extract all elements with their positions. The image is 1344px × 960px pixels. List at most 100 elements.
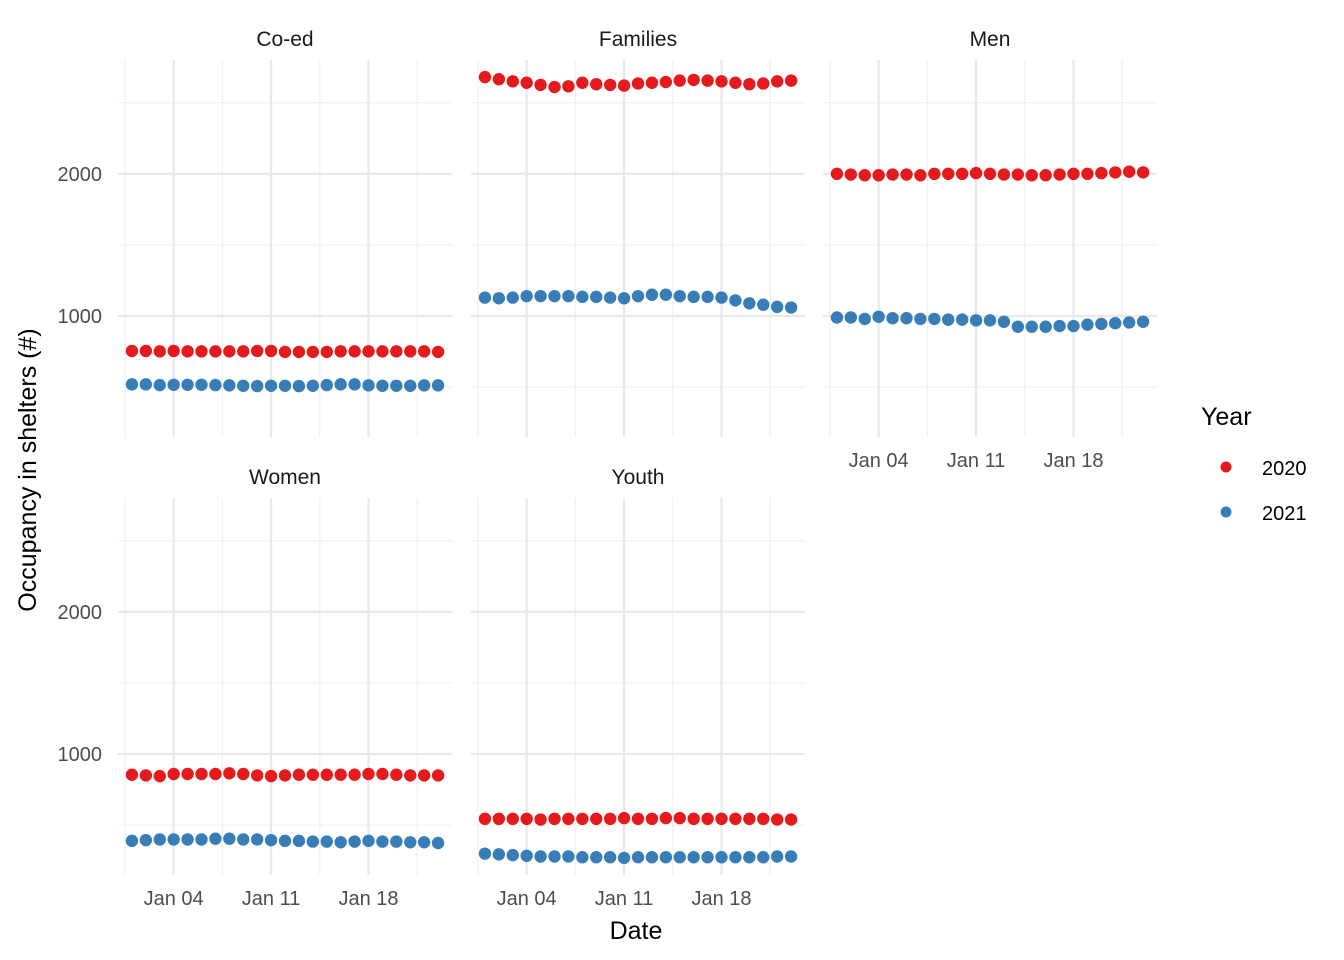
panels-layer: Co-ed 1000 2000 Families Men Jan 04 Jan 11 Jan … <box>58 28 1157 910</box>
data-point <box>743 297 756 310</box>
data-point <box>534 813 547 826</box>
data-point <box>139 769 153 782</box>
data-point <box>431 345 445 359</box>
data-point <box>673 74 686 87</box>
data-point <box>872 169 885 182</box>
data-point <box>153 378 166 392</box>
data-point <box>264 379 278 392</box>
legend-label-2021: 2021 <box>1262 503 1307 525</box>
y-tick-label: 1000 <box>58 744 103 766</box>
data-point <box>784 850 798 863</box>
data-point <box>673 289 686 303</box>
data-point <box>757 77 770 90</box>
data-point <box>983 167 997 181</box>
data-point <box>617 851 631 865</box>
data-point <box>390 379 403 392</box>
data-point <box>784 813 798 826</box>
data-point <box>348 378 361 391</box>
data-point <box>1025 320 1038 333</box>
x-axis-title: Date <box>610 917 663 945</box>
y-tick-label: 2000 <box>58 602 103 624</box>
data-point <box>278 769 292 782</box>
data-point <box>376 345 389 358</box>
series-2021 <box>478 288 798 314</box>
data-point <box>830 167 844 181</box>
data-point <box>1011 320 1025 333</box>
data-point <box>673 851 686 864</box>
data-point <box>562 289 575 303</box>
data-point <box>844 311 858 324</box>
x-tick-label: Jan 04 <box>144 888 204 910</box>
legend-key-2021 <box>1220 506 1232 518</box>
data-point <box>167 767 180 781</box>
data-point <box>548 80 561 94</box>
data-point <box>548 850 561 863</box>
data-point <box>292 345 306 359</box>
data-point <box>757 851 770 864</box>
data-point <box>534 289 547 303</box>
data-point <box>743 851 756 864</box>
data-point <box>743 812 756 826</box>
data-point <box>348 768 361 781</box>
data-point <box>292 768 306 781</box>
data-point <box>603 851 617 864</box>
data-point <box>659 851 673 864</box>
data-point <box>955 167 969 181</box>
data-point <box>278 345 292 359</box>
data-point <box>576 290 589 304</box>
data-point <box>306 768 320 781</box>
data-point <box>278 379 292 392</box>
data-point <box>167 344 180 358</box>
series-2020 <box>830 165 1150 182</box>
data-point <box>757 812 770 826</box>
data-point <box>404 836 417 849</box>
data-point <box>478 70 492 84</box>
data-point <box>362 379 375 392</box>
data-point <box>431 836 445 850</box>
data-point <box>478 812 492 826</box>
data-point <box>1053 319 1066 333</box>
data-point <box>969 166 983 180</box>
legend-label-2020: 2020 <box>1262 458 1307 480</box>
data-point <box>181 345 194 358</box>
data-point <box>334 768 347 781</box>
data-point <box>181 833 194 846</box>
data-point <box>125 378 139 391</box>
data-point <box>701 812 714 826</box>
data-point <box>167 833 180 846</box>
data-point <box>858 312 871 326</box>
y-tick-label: 1000 <box>58 306 103 328</box>
series-2021 <box>830 310 1150 333</box>
data-point <box>770 813 784 826</box>
data-point <box>886 168 899 181</box>
data-point <box>715 812 728 826</box>
data-point <box>320 378 333 392</box>
data-point <box>153 769 166 783</box>
data-point <box>729 294 742 307</box>
data-point <box>590 77 603 91</box>
data-point <box>320 345 333 359</box>
data-point <box>631 289 645 303</box>
data-point <box>617 79 631 92</box>
data-point <box>492 292 506 305</box>
data-point <box>715 75 728 88</box>
data-point <box>757 298 770 311</box>
data-point <box>223 767 236 780</box>
data-point <box>417 379 431 392</box>
x-tick-label: Jan 04 <box>497 888 557 910</box>
data-point <box>645 288 659 301</box>
data-point <box>872 310 885 323</box>
x-tick-label: Jan 04 <box>849 450 909 472</box>
data-point <box>743 77 756 91</box>
data-point <box>306 379 320 392</box>
data-point <box>520 849 533 862</box>
data-point <box>139 344 153 358</box>
data-point <box>659 288 673 301</box>
data-point <box>659 811 673 825</box>
series-2020 <box>478 811 798 826</box>
data-point <box>631 812 645 826</box>
data-point <box>673 811 686 825</box>
data-point <box>576 76 589 89</box>
data-point <box>223 379 236 392</box>
data-point <box>997 315 1011 328</box>
